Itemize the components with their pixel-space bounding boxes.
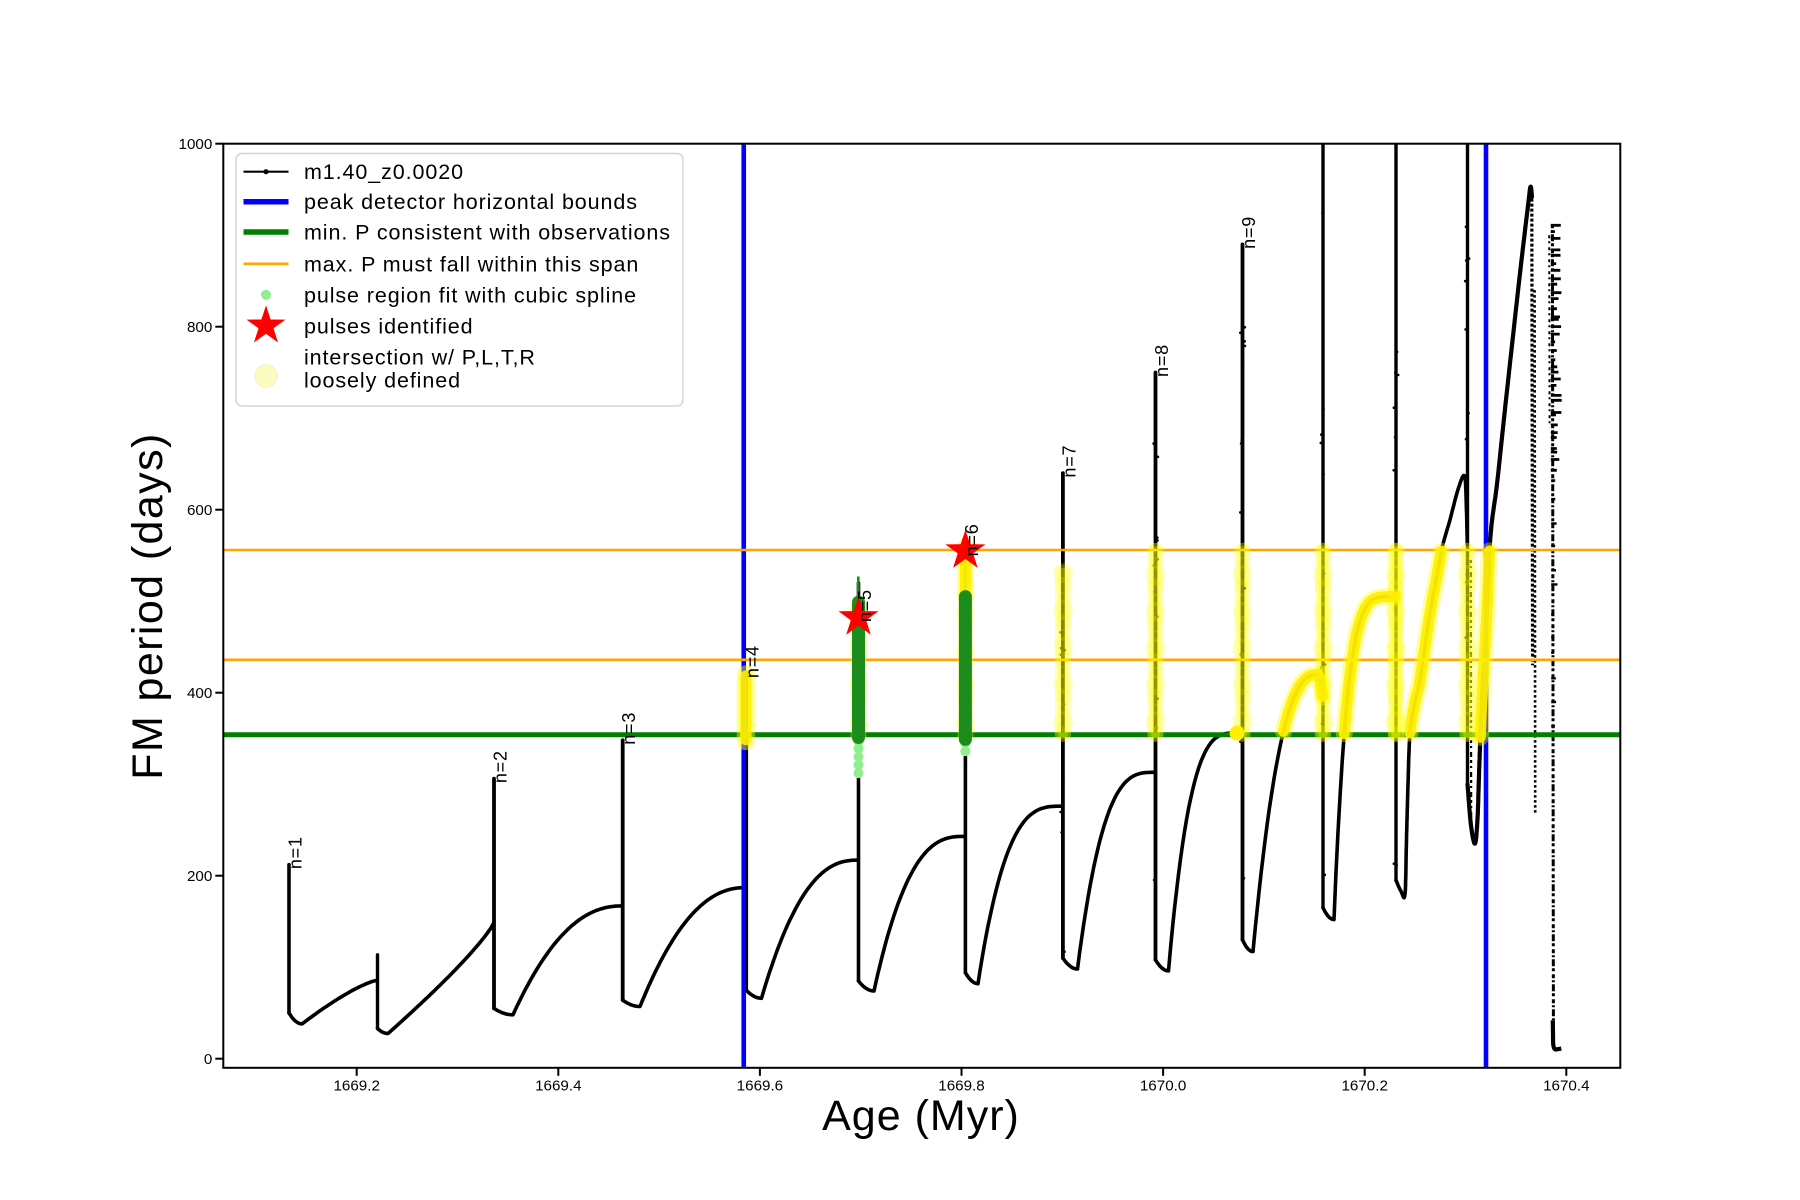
- svg-text:400: 400: [187, 685, 212, 702]
- svg-text:n=4: n=4: [743, 645, 763, 678]
- svg-text:n=2: n=2: [491, 750, 511, 783]
- svg-text:m1.40_z0.0020: m1.40_z0.0020: [304, 160, 464, 184]
- svg-text:1669.2: 1669.2: [333, 1077, 379, 1094]
- svg-text:loosely defined: loosely defined: [304, 369, 461, 393]
- svg-text:1669.6: 1669.6: [737, 1077, 783, 1094]
- svg-text:200: 200: [187, 868, 212, 885]
- svg-text:max. P must fall within this s: max. P must fall within this span: [304, 252, 639, 276]
- svg-text:1670.2: 1670.2: [1341, 1077, 1387, 1094]
- svg-text:n=8: n=8: [1152, 344, 1172, 377]
- svg-text:600: 600: [187, 502, 212, 519]
- svg-text:pulse region fit with cubic sp: pulse region fit with cubic spline: [304, 283, 637, 307]
- svg-text:pulses identified: pulses identified: [304, 314, 474, 338]
- svg-text:n=5: n=5: [855, 589, 875, 622]
- svg-text:Age (Myr): Age (Myr): [822, 1092, 1020, 1140]
- svg-text:n=9: n=9: [1239, 216, 1259, 249]
- svg-text:peak detector horizontal bound: peak detector horizontal bounds: [304, 190, 638, 214]
- svg-text:intersection w/ P,L,T,R: intersection w/ P,L,T,R: [304, 346, 536, 370]
- svg-text:n=1: n=1: [286, 836, 306, 869]
- svg-text:1669.8: 1669.8: [938, 1077, 984, 1094]
- svg-text:800: 800: [187, 319, 212, 336]
- svg-text:1670.0: 1670.0: [1140, 1077, 1186, 1094]
- svg-text:1000: 1000: [179, 136, 213, 153]
- svg-text:1669.4: 1669.4: [535, 1077, 581, 1094]
- svg-text:min. P consistent with observa: min. P consistent with observations: [304, 221, 671, 245]
- svg-text:0: 0: [204, 1051, 212, 1068]
- svg-text:1670.4: 1670.4: [1543, 1077, 1589, 1094]
- svg-text:FM period (days): FM period (days): [124, 432, 172, 779]
- svg-text:n=7: n=7: [1059, 445, 1079, 478]
- svg-text:n=6: n=6: [962, 523, 982, 556]
- svg-text:n=3: n=3: [619, 712, 639, 745]
